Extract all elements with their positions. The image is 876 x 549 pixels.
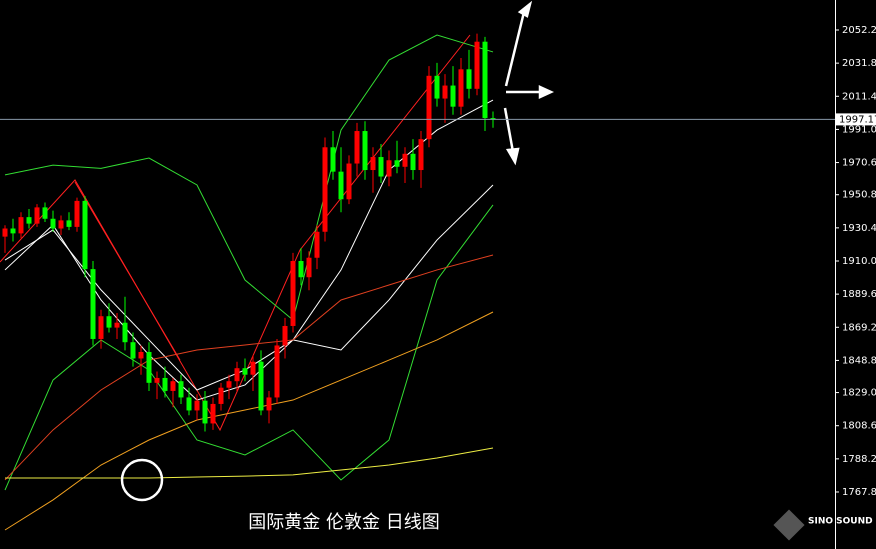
candle-body [394, 160, 400, 167]
candle-body [266, 397, 272, 411]
candle-body [474, 41, 480, 89]
candle-body [418, 139, 424, 171]
y-tick-label: 1910.00 [842, 256, 876, 267]
candle-body [282, 325, 288, 346]
candle-body [34, 207, 40, 224]
candle-body [346, 163, 352, 200]
candle-body [362, 131, 368, 171]
candle-body [186, 397, 192, 411]
candle-body [250, 361, 256, 375]
y-tick-label: 1970.60 [842, 158, 876, 169]
y-tick-label: 1788.20 [842, 454, 876, 465]
candle-body [402, 153, 408, 167]
highlight-circle [120, 458, 164, 502]
indicator-line [4, 311, 494, 531]
y-tick-label: 1889.60 [842, 289, 876, 300]
candle-body [82, 200, 88, 270]
indicator-line [4, 204, 494, 491]
candle-body [218, 387, 224, 404]
candle-body [210, 403, 216, 424]
y-tick-label: 1930.40 [842, 223, 876, 234]
candle-body [330, 147, 336, 172]
y-tick-label: 2052.20 [842, 25, 876, 36]
y-tick-label: 1950.80 [842, 190, 876, 201]
candle-body [18, 217, 24, 234]
candle-body [122, 322, 128, 343]
candle-body [42, 207, 48, 219]
candle-body [370, 157, 376, 171]
candle-body [322, 147, 328, 232]
candle-body [98, 316, 104, 339]
candle-body [466, 69, 472, 89]
candle-body [130, 342, 136, 359]
candle-body [234, 368, 240, 382]
y-tick-label: 1829.00 [842, 388, 876, 399]
candle-body [226, 381, 232, 388]
y-tick-label: 1767.80 [842, 487, 876, 498]
candle-body [410, 153, 416, 171]
y-tick-label: 1848.80 [842, 355, 876, 366]
candle-body [242, 368, 248, 375]
candle-body [202, 400, 208, 424]
y-tick-label: 2031.80 [842, 58, 876, 69]
candle-body [338, 171, 344, 200]
candle-body [258, 361, 264, 411]
candle-body [306, 257, 312, 278]
price-label-box [836, 113, 876, 126]
indicator-line [5, 447, 494, 479]
candle-body [386, 160, 392, 177]
candle-body [154, 377, 160, 383]
candle-body [146, 351, 152, 383]
candle-body [482, 41, 488, 119]
candle-body [434, 75, 440, 99]
candle-body [2, 228, 8, 237]
candle-body [290, 260, 296, 326]
y-tick-label: 2011.40 [842, 91, 876, 102]
candle-body [66, 220, 72, 227]
candle-body [74, 200, 80, 227]
candle-body [298, 260, 304, 278]
y-tick-label: 1869.20 [842, 322, 876, 333]
candle-body [10, 228, 16, 234]
indicator-line [4, 254, 494, 481]
indicator-line [4, 34, 494, 321]
y-tick-label: 1808.60 [842, 421, 876, 432]
candle-body [354, 131, 360, 164]
candle-body [450, 85, 456, 107]
candle-body [490, 118, 496, 120]
candle-body [162, 377, 168, 391]
candle-body [170, 381, 176, 391]
candle-body [106, 316, 112, 328]
candle-body [426, 75, 432, 140]
caption: 国际黄金 伦敦金 日线图 [248, 512, 439, 533]
plot [2, 33, 496, 531]
candle-body [114, 322, 120, 328]
candle-body [314, 231, 320, 258]
arrows [503, 0, 555, 166]
trend-lines [0, 34, 471, 432]
candle-body [178, 381, 184, 398]
candle-body [458, 69, 464, 107]
candle-body [26, 217, 32, 224]
logo-text: SINO SOUND [808, 517, 873, 527]
candle-body [378, 157, 384, 177]
candle-body [194, 400, 200, 411]
candle-body [442, 85, 448, 99]
candle-body [274, 345, 280, 398]
y-tick-label: 1991.00 [842, 124, 876, 135]
price-label: 1997.17 [839, 114, 876, 125]
candle-body [90, 269, 96, 339]
candle-body [138, 351, 144, 359]
candle-body [50, 218, 56, 229]
candle-body [58, 220, 64, 229]
